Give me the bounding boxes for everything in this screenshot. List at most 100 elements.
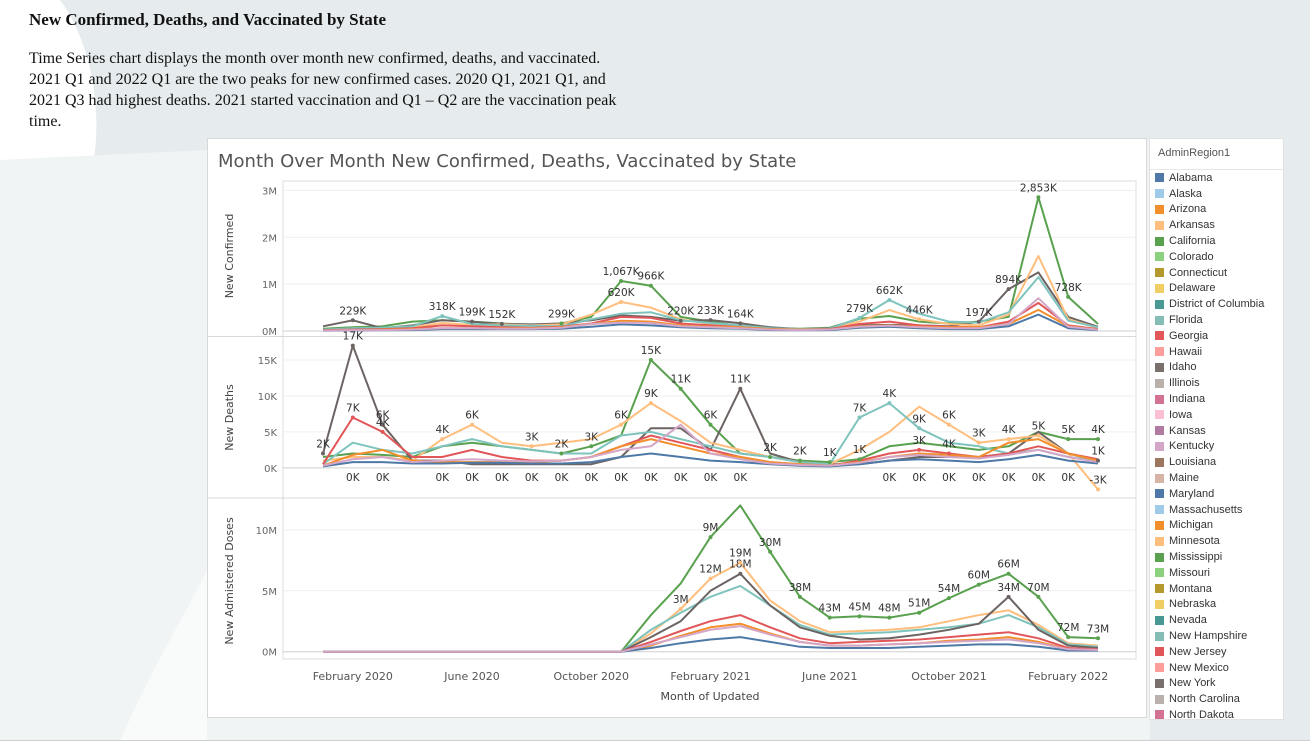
legend-item[interactable]: Colorado	[1150, 249, 1283, 265]
legend-item[interactable]: Nebraska	[1150, 597, 1283, 613]
legend-swatch	[1155, 441, 1164, 451]
legend-swatch	[1155, 505, 1164, 515]
legend-item[interactable]: Minnesota	[1150, 533, 1283, 549]
legend-item[interactable]: Indiana	[1150, 391, 1283, 407]
y-tick-label: 0K	[264, 464, 277, 475]
legend-item[interactable]: New Jersey	[1150, 644, 1283, 660]
data-label: 3K	[525, 431, 540, 443]
data-point	[738, 321, 743, 326]
legend-swatch	[1155, 378, 1164, 388]
legend-item[interactable]: Montana	[1150, 581, 1283, 597]
legend-item[interactable]: Arizona	[1150, 202, 1283, 218]
legend-item[interactable]: New Hampshire	[1150, 628, 1283, 644]
legend-item[interactable]: Louisiana	[1150, 454, 1283, 470]
legend-item[interactable]: Alabama	[1150, 170, 1283, 186]
legend-item[interactable]: Delaware	[1150, 281, 1283, 297]
legend-item[interactable]: Arkansas	[1150, 217, 1283, 233]
page-description: Time Series chart displays the month ove…	[29, 50, 617, 130]
legend-swatch	[1155, 315, 1164, 325]
data-point	[917, 317, 922, 322]
data-point	[946, 422, 951, 427]
legend-swatch	[1155, 457, 1164, 467]
legend-swatch	[1155, 599, 1164, 609]
legend-label: District of Columbia	[1169, 298, 1265, 311]
legend-item[interactable]: Massachusetts	[1150, 502, 1283, 518]
legend-label: New Jersey	[1169, 645, 1227, 658]
x-tick-label: October 2021	[911, 670, 987, 683]
legend-item[interactable]: Nevada	[1150, 612, 1283, 628]
legend-item[interactable]: New Mexico	[1150, 660, 1283, 676]
legend-item[interactable]: Maryland	[1150, 486, 1283, 502]
data-label: 4K	[942, 438, 957, 450]
legend-item[interactable]: Hawaii	[1150, 344, 1283, 360]
legend-title: AdminRegion1	[1150, 139, 1283, 170]
data-point	[887, 615, 892, 620]
data-point	[797, 594, 802, 599]
legend-label: Mississippi	[1169, 551, 1223, 564]
legend-item[interactable]: North Dakota	[1150, 707, 1283, 719]
data-label: 43M	[819, 603, 841, 615]
data-label: 54M	[938, 583, 960, 595]
legend-item[interactable]: Maine	[1150, 470, 1283, 486]
legend-item[interactable]: California	[1150, 233, 1283, 249]
data-label: 2K	[793, 446, 808, 458]
chart-title: Month Over Month New Confirmed, Deaths, …	[218, 151, 796, 172]
data-label: 0K	[1061, 472, 1076, 484]
legend-swatch	[1155, 204, 1164, 214]
data-point	[380, 429, 385, 434]
legend-panel[interactable]: AdminRegion1 Alabama Alaska Arizona Arkansa…	[1149, 138, 1284, 720]
data-label: 2K	[763, 442, 778, 454]
legend-item[interactable]: North Carolina	[1150, 691, 1283, 707]
data-label: 3K	[972, 428, 987, 440]
data-point	[1096, 437, 1100, 442]
legend-item[interactable]: Georgia	[1150, 328, 1283, 344]
data-point	[946, 596, 951, 601]
data-point	[797, 458, 802, 463]
y-tick-label: 0M	[262, 648, 277, 659]
data-label: 3K	[584, 431, 599, 443]
legend-item[interactable]: Alaska	[1150, 186, 1283, 202]
data-label: 299K	[548, 309, 576, 321]
legend-item[interactable]: Michigan	[1150, 518, 1283, 534]
legend-item[interactable]: Missouri	[1150, 565, 1283, 581]
data-label: 220K	[667, 306, 695, 318]
legend-item[interactable]: Illinois	[1150, 375, 1283, 391]
x-axis-label: Month of Updated	[661, 690, 760, 703]
data-label: 6K	[614, 410, 629, 422]
data-point	[917, 610, 922, 615]
legend-item[interactable]: New York	[1150, 676, 1283, 692]
data-label: 728K	[1055, 282, 1083, 294]
data-label: 0K	[435, 472, 450, 484]
legend-item[interactable]: Kentucky	[1150, 439, 1283, 455]
legend-item[interactable]: Kansas	[1150, 423, 1283, 439]
series-line	[322, 402, 1099, 466]
legend-label: Montana	[1169, 582, 1212, 595]
data-point	[529, 444, 534, 449]
data-point	[678, 386, 683, 391]
legend-item[interactable]: Florida	[1150, 312, 1283, 328]
data-label: 0K	[346, 472, 361, 484]
data-point	[857, 614, 862, 619]
data-label: 2K	[555, 438, 570, 450]
data-label: 6K	[376, 410, 391, 422]
legend-swatch	[1155, 647, 1164, 657]
legend-item[interactable]: Idaho	[1150, 360, 1283, 376]
data-label: 4K	[1002, 424, 1017, 436]
data-label: 19M	[729, 548, 751, 560]
data-point	[768, 455, 773, 460]
data-label: 6K	[465, 410, 480, 422]
data-point	[678, 318, 683, 323]
legend-label: Colorado	[1169, 250, 1214, 263]
data-label: 0K	[734, 472, 749, 484]
legend-item[interactable]: District of Columbia	[1150, 296, 1283, 312]
series-line	[322, 276, 1099, 331]
legend-item[interactable]: Connecticut	[1150, 265, 1283, 281]
legend-label: Illinois	[1169, 377, 1200, 390]
data-label: 0K	[674, 472, 689, 484]
data-point	[589, 444, 594, 449]
data-label: 164K	[727, 308, 755, 320]
data-point	[559, 451, 564, 456]
legend-item[interactable]: Iowa	[1150, 407, 1283, 423]
legend-item[interactable]: Mississippi	[1150, 549, 1283, 565]
x-tick-label: June 2021	[801, 670, 857, 683]
